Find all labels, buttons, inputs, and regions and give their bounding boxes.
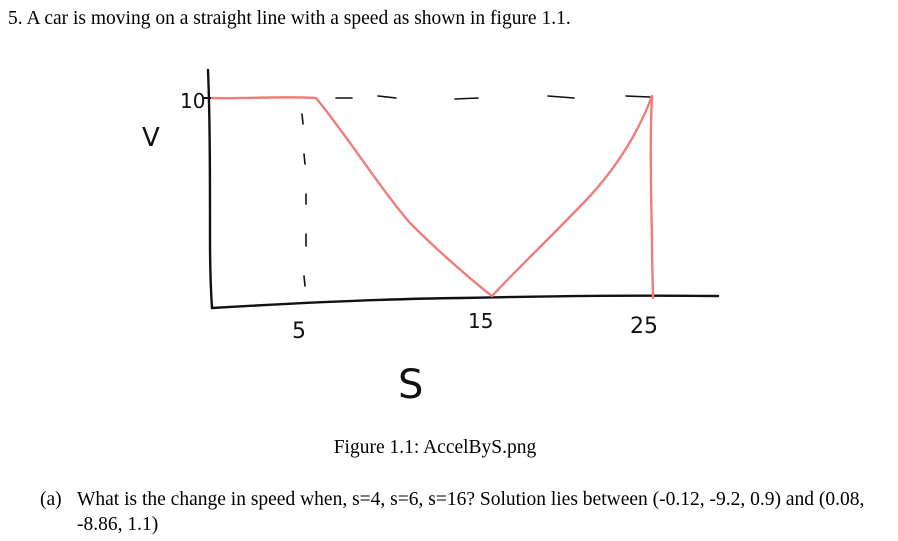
x-tick-label-25: 25: [630, 314, 658, 339]
x-tick-label-15: 15: [468, 309, 493, 333]
y-axis-label: V: [142, 123, 160, 153]
y-axis: [206, 68, 214, 310]
graph-svg: V 10 5 15 25 S: [142, 68, 720, 408]
figure-caption: Figure 1.1: AccelByS.png: [333, 437, 537, 458]
y-tick-label-10: 10: [180, 89, 205, 113]
speed-curve: [210, 94, 655, 300]
question-label: (a): [40, 489, 62, 510]
question-text: What is the change in speed when, s=4, s…: [77, 489, 865, 535]
x-axis-label: S: [398, 362, 423, 408]
figure-handwritten-graph: V 10 5 15 25 S: [130, 58, 750, 413]
problem-statement: 5. A car is moving on a straight line wi…: [8, 8, 571, 30]
problem-number: 5.: [8, 8, 23, 29]
problem-text: A car is moving on a straight line with …: [26, 8, 571, 29]
dashed-horizontal-v10: [335, 95, 651, 100]
dashed-vertical-s5: [301, 113, 307, 287]
x-tick-label-5: 5: [292, 319, 306, 344]
x-axis: [210, 294, 720, 310]
